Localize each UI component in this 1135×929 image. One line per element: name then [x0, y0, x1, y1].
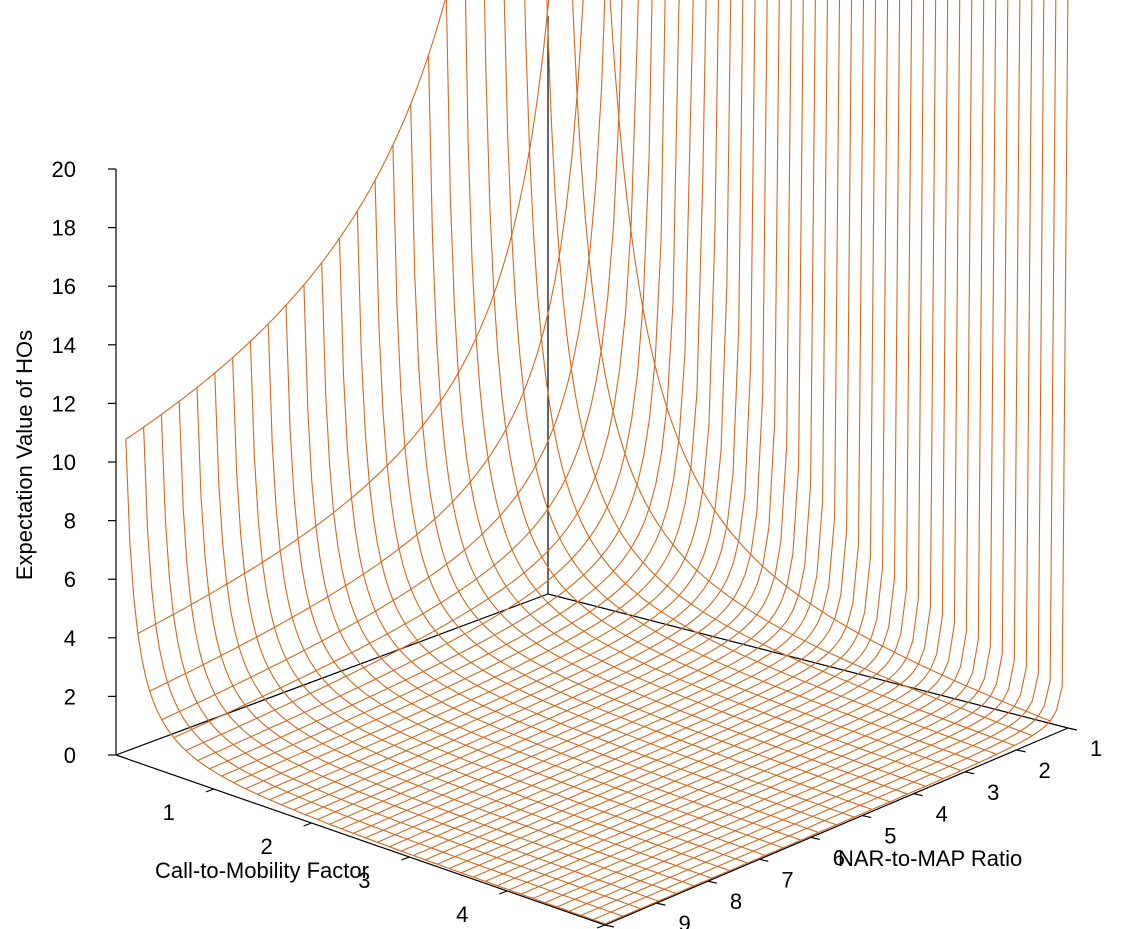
mesh-line-y: [232, 357, 712, 879]
y-tick-mark: [1067, 727, 1078, 731]
x-tick-label: 3: [358, 868, 370, 893]
y-tick-label: 4: [936, 802, 948, 827]
z-tick-label: 14: [52, 333, 76, 358]
mesh-line-y: [285, 305, 766, 856]
mesh-line-x: [137, 0, 550, 634]
mesh-line-y: [125, 439, 606, 925]
y-tick-mark: [964, 771, 975, 775]
mesh-line-x: [245, 0, 707, 790]
x-tick-mark: [596, 924, 606, 929]
mesh-line-y: [338, 238, 819, 834]
base-axes: [115, 16, 1069, 926]
z-tick-label: 10: [52, 450, 76, 475]
mesh-line-x: [281, 0, 744, 806]
x-tick-mark: [401, 856, 410, 861]
y-tick-label: 9: [678, 911, 690, 929]
z-tick-label: 16: [52, 274, 76, 299]
y-tick-label: 6: [833, 845, 845, 870]
mesh-line-y: [483, 0, 962, 772]
mesh-line-y: [427, 55, 908, 795]
mesh-line-x: [197, 0, 653, 762]
y-axis-title: NAR-to-MAP Ratio: [838, 846, 1022, 871]
mesh-line-y: [464, 0, 944, 780]
y-tick-mark: [862, 814, 872, 819]
mesh-line-y: [143, 427, 623, 917]
mesh-line-x: [449, 0, 913, 870]
z-tick-label: 8: [64, 509, 76, 534]
z-axis-title: Expectation Value of HOs: [12, 330, 37, 580]
x-tick-label: 2: [260, 834, 272, 859]
mesh-line-y: [572, 0, 1033, 737]
x-tick-mark: [498, 890, 508, 895]
mesh-line-y: [160, 414, 641, 910]
mesh-line-x: [532, 0, 997, 899]
mesh-line-y: [546, 0, 1015, 747]
mesh-line-x: [544, 0, 1009, 904]
back-left-floor-line: [115, 593, 549, 756]
mesh-line-x: [221, 0, 680, 777]
y-tick-mark: [1016, 749, 1026, 753]
z-tick-label: 12: [52, 391, 76, 416]
z-tick-label: 4: [64, 626, 76, 651]
mesh-line-x: [401, 0, 865, 852]
y-tick-label: 1: [1090, 736, 1102, 761]
mesh-line-y: [249, 341, 730, 872]
y-tick-mark: [759, 858, 769, 862]
mesh-line-y: [178, 401, 659, 902]
mesh-line-x: [149, 0, 584, 692]
y-tick-label: 5: [884, 824, 896, 849]
x-tick-mark: [205, 788, 215, 793]
x-tick-mark: [303, 822, 312, 827]
x-tick-label: 1: [163, 800, 175, 825]
mesh-line-x: [365, 0, 828, 839]
mesh-line-y: [374, 180, 855, 818]
z-tick-label: 2: [64, 684, 76, 709]
mesh-line-y: [609, 0, 1051, 722]
y-tick-mark: [656, 902, 666, 906]
x-axis-title: Call-to-Mobility Factor: [155, 858, 369, 883]
y-tick-label: 2: [1039, 758, 1051, 783]
z-tick-label: 20: [52, 157, 76, 182]
z-tick-label: 6: [64, 567, 76, 592]
mesh-line-y: [410, 103, 891, 803]
mesh-line-x: [209, 0, 666, 770]
mesh-line-y: [356, 210, 837, 826]
mesh-line-y: [196, 387, 677, 894]
y-tick-label: 8: [730, 889, 742, 914]
mesh-line-y: [214, 372, 695, 887]
y-tick-label: 3: [987, 780, 999, 805]
mesh-line-y: [503, 0, 980, 764]
mesh-line-y: [321, 262, 802, 841]
z-tick-label: 18: [52, 216, 76, 241]
x-tick-label: 4: [456, 902, 468, 927]
y-tick-mark: [707, 880, 718, 884]
surface-mesh: [125, 0, 1069, 925]
mesh-line-y: [445, 0, 926, 787]
axis-ticks: 024681012141618201234512345678910: [52, 157, 1103, 929]
mesh-line-y: [524, 0, 997, 755]
y-tick-label: 7: [781, 867, 793, 892]
mesh-line-x: [173, 0, 623, 739]
x-axis-line: [115, 754, 606, 926]
y-tick-mark: [913, 793, 923, 797]
y-tick-mark: [604, 924, 615, 928]
z-tick-label: 0: [64, 743, 76, 768]
mesh-line-y: [303, 284, 784, 849]
y-tick-mark: [810, 836, 820, 841]
mesh-line-x: [556, 0, 1021, 908]
mesh-line-y: [267, 323, 748, 864]
y-axis-line: [604, 727, 1069, 926]
mesh-line-x: [353, 0, 816, 834]
mesh-line-y: [392, 145, 873, 811]
